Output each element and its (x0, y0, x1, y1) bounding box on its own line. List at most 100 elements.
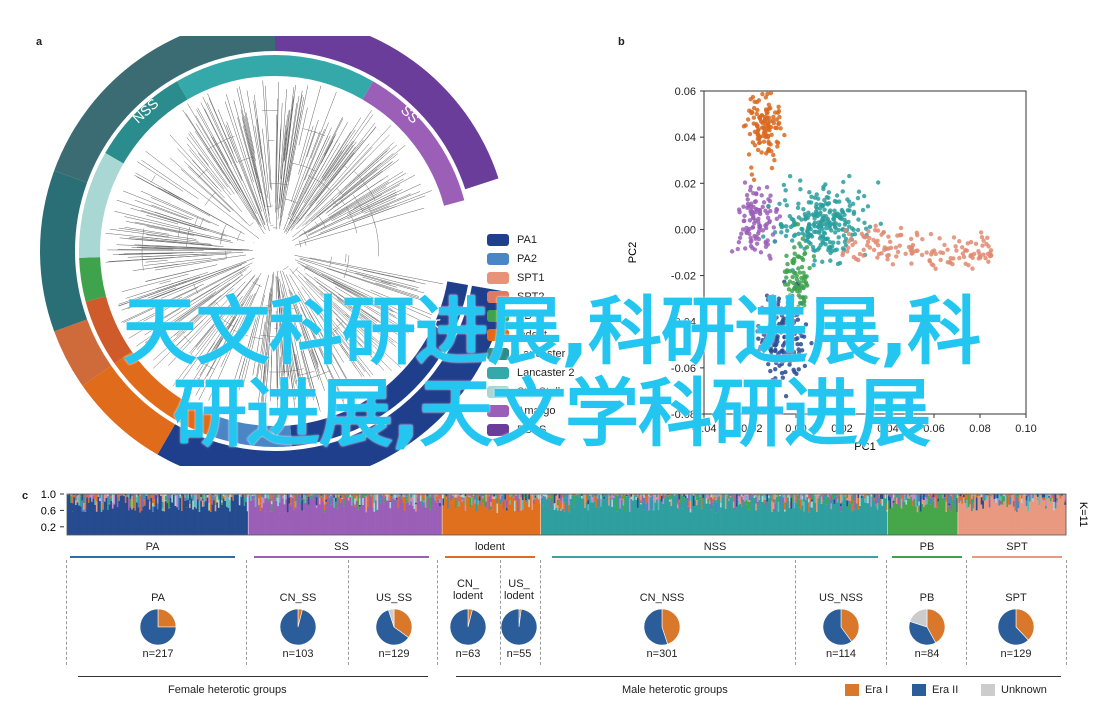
admixture-bar (76, 494, 79, 496)
scatter-point-spt (947, 259, 953, 265)
admixture-bar (177, 509, 180, 535)
admixture-bar (571, 494, 574, 496)
scatter-point-spt (963, 261, 968, 267)
admixture-bar (582, 494, 585, 499)
tree-branch (343, 297, 399, 336)
admixture-bar (1009, 504, 1012, 535)
admixture-bar (477, 504, 480, 535)
scatter-point-pa (815, 298, 821, 304)
admixture-bar (1040, 494, 1043, 495)
admixture-bar (801, 496, 804, 499)
tree-branch (294, 353, 306, 407)
scatter-point-lodent (747, 131, 753, 137)
scatter-point-ss (735, 246, 740, 252)
admixture-bar (721, 496, 724, 499)
admixture-bar (1054, 501, 1057, 509)
admixture-bar (555, 494, 558, 496)
admixture-bar (494, 496, 497, 499)
admixture-bar (839, 503, 842, 507)
admixture-bar (126, 494, 129, 495)
scatter-point-spt (981, 252, 986, 257)
admixture-bar (558, 499, 561, 508)
admixture-bar (673, 494, 676, 496)
admixture-bar (619, 498, 622, 509)
group-line-pb (892, 556, 962, 558)
scatter-point-nss (801, 207, 806, 212)
admixture-bar (1028, 501, 1031, 510)
scatter-point-pa (803, 322, 809, 327)
tree-branch (185, 113, 239, 194)
admixture-bar (145, 494, 148, 496)
admixture-bar (443, 500, 446, 535)
scatter-point-pb (802, 276, 808, 281)
admixture-bar (269, 511, 272, 535)
scatter-point-pa (795, 342, 800, 347)
tree-branch (144, 269, 247, 336)
scatter-point-pa (781, 327, 786, 332)
admixture-bar (293, 509, 296, 535)
scatter-point-pb (797, 241, 802, 246)
tree-branch (147, 287, 177, 299)
admixture-bar (73, 497, 76, 535)
tree-branch (334, 178, 383, 212)
admixture-bar (145, 495, 148, 535)
admixture-bar (676, 504, 679, 509)
scatter-point-nss (840, 189, 845, 194)
admixture-bar (900, 508, 903, 535)
admixture-bar (450, 500, 453, 504)
admixture-bar (163, 511, 166, 535)
scatter-point-nss (828, 208, 833, 213)
admixture-bar (459, 495, 462, 497)
admixture-bar (87, 502, 90, 535)
tree-branch (158, 216, 193, 227)
admixture-bar (83, 494, 86, 504)
admixture-bar (798, 499, 801, 508)
tree-branch (297, 312, 319, 368)
admixture-bar (601, 499, 604, 535)
admixture-bar (910, 494, 913, 496)
ring-nss-outer (54, 36, 275, 183)
admixture-bar (847, 504, 850, 509)
scatter-point-nss (784, 228, 790, 233)
admixture-bar (731, 494, 734, 500)
admixture-bar (903, 501, 906, 535)
admixture-bar (383, 497, 386, 503)
admixture-bar (525, 494, 528, 497)
tree-branch (196, 342, 216, 370)
tree-arc (225, 250, 227, 259)
admixture-bar (696, 504, 699, 535)
tree-branch (347, 197, 396, 220)
admixture-bar (870, 496, 873, 507)
scatter-point-nss (841, 179, 846, 185)
scatter-point-pa (784, 355, 789, 360)
admixture-bar (437, 494, 440, 497)
admixture-bar (197, 499, 200, 535)
admixture-bar (572, 506, 575, 535)
ring-ss-outer (275, 36, 499, 190)
admixture-bar (229, 501, 232, 512)
scatter-point-lodent (751, 105, 757, 111)
admixture-bar (156, 509, 159, 535)
x-tick-label: -0.04 (691, 423, 716, 435)
admixture-bar (137, 495, 140, 500)
admixture-bar (126, 496, 129, 535)
tree-branch (304, 122, 329, 181)
admixture-bar (964, 494, 967, 498)
tree-arc (338, 212, 341, 216)
admixture-bar (763, 499, 766, 504)
admixture-bar (490, 509, 493, 535)
admixture-bar (745, 495, 748, 501)
pie-slice (643, 608, 668, 646)
scatter-point-nss (878, 221, 884, 227)
admixture-bar (478, 494, 481, 497)
admixture-bar (670, 505, 673, 535)
admixture-bar (793, 507, 796, 535)
admixture-bar (595, 507, 598, 535)
admixture-bar (203, 506, 206, 535)
admixture-bar (758, 496, 761, 501)
admixture-bar (635, 495, 638, 497)
admixture-bar (347, 497, 350, 501)
tree-branch (310, 339, 330, 385)
scatter-point-spt (846, 239, 851, 244)
admixture-bar (875, 506, 878, 535)
